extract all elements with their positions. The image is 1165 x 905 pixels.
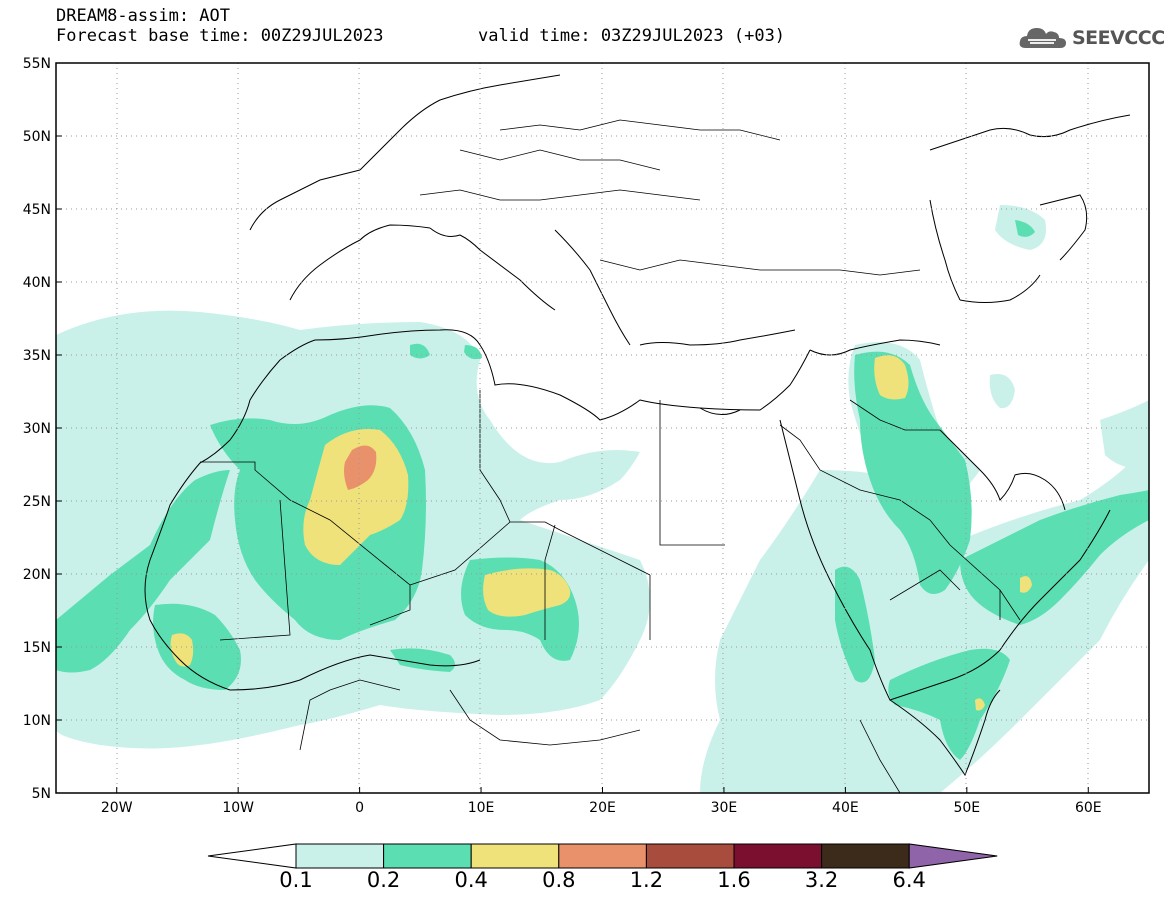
colorbar-label: 3.2 [804, 868, 839, 892]
coastlines [144, 74, 1131, 777]
colorbar-min-arrow [207, 843, 297, 869]
colorbar-swatch [558, 843, 647, 869]
lat-label: 20N [23, 567, 51, 583]
lon-label: 10W [222, 800, 254, 816]
cloud-icon [1019, 28, 1066, 48]
lat-label: 30N [23, 421, 51, 437]
lon-label: 60E [1075, 800, 1102, 816]
colorbar-swatch [383, 843, 472, 869]
seevccc-logo: SEEVCCC [1018, 24, 1165, 52]
lat-axis: 55N 50N 45N 40N 35N 30N 25N 20N 15N 10N 5N [23, 56, 62, 802]
map-title: DREAM8-assim: AOT [56, 6, 230, 26]
forecast-base-time: Forecast base time: 00Z29JUL2023 [56, 26, 384, 46]
colorbar-max-arrow [908, 843, 998, 869]
colorbar-label: 0.2 [366, 868, 401, 892]
colorbar-label: 0.4 [454, 868, 488, 892]
colorbar-label: 1.6 [717, 868, 751, 892]
colorbar-swatch [821, 843, 910, 869]
colorbar-swatch [645, 843, 735, 869]
lat-label: 50N [23, 129, 51, 145]
aot-field [56, 63, 1149, 793]
lat-label: 15N [23, 640, 51, 656]
lon-label: 40E [832, 800, 859, 816]
lat-label: 5N [32, 786, 51, 802]
lon-label: 50E [953, 800, 980, 816]
colorbar-label: 1.2 [629, 868, 664, 892]
lon-label: 20W [101, 800, 133, 816]
lon-label: 0 [355, 800, 364, 816]
colorbar-label: 6.4 [892, 868, 926, 892]
aot-level-0-4 [170, 355, 1032, 711]
colorbar [207, 843, 998, 869]
colorbar-label: 0.8 [542, 868, 576, 892]
lat-label: 45N [23, 202, 51, 218]
lat-label: 35N [23, 348, 51, 364]
lat-label: 40N [23, 275, 51, 291]
logo-text: SEEVCCC [1072, 27, 1165, 49]
colorbar-label: 0.1 [279, 868, 313, 892]
lat-label: 10N [23, 713, 51, 729]
colorbar-swatch [295, 843, 385, 869]
lon-label: 10E [468, 800, 495, 816]
lat-label: 55N [23, 56, 51, 72]
lon-label: 20E [589, 800, 616, 816]
country-borders [200, 119, 1021, 793]
graticule [56, 63, 1149, 793]
colorbar-swatch [470, 843, 560, 869]
valid-time: valid time: 03Z29JUL2023 (+03) [478, 26, 786, 46]
lat-label: 25N [23, 494, 51, 510]
lon-label: 30E [711, 800, 738, 816]
lon-axis: 20W 10W 0 10E 20E 30E 40E 50E 60E [101, 787, 1102, 816]
colorbar-swatch [733, 843, 823, 869]
aot-level-0-8 [344, 445, 377, 490]
